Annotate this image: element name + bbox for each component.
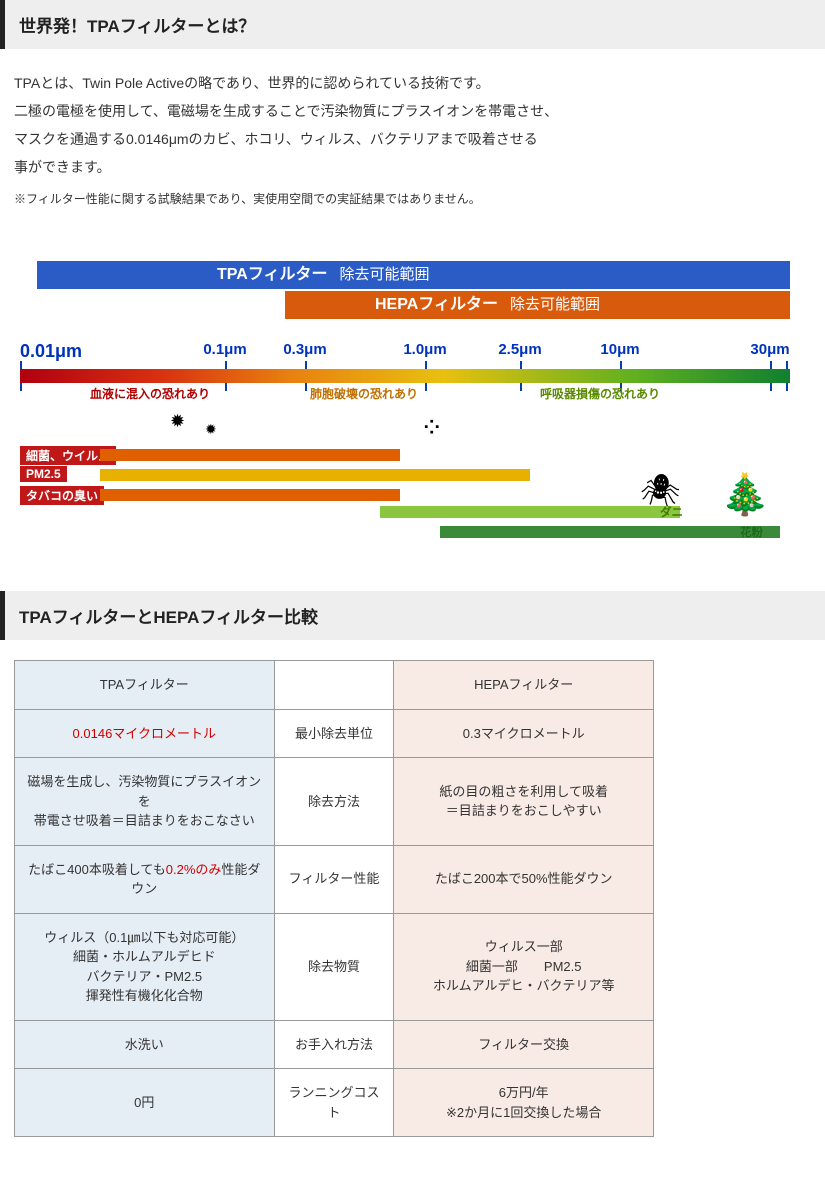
category-range-bar: [100, 469, 530, 481]
intro-text-block: TPAとは、Twin Pole Activeの略であり、世界的に認められている技…: [0, 49, 825, 221]
comparison-table-wrap: TPAフィルターHEPAフィルター0.0146マイクロメートル最小除去単位0.3…: [0, 640, 825, 1197]
table-cell: 最小除去単位: [274, 709, 394, 758]
table-row: 0円ランニングコスト6万円/年※2か月に1回交換した場合: [15, 1069, 654, 1137]
scale-tick: 1.0μm: [403, 341, 446, 358]
table-cell: HEPAフィルター: [394, 661, 654, 710]
table-cell: ウィルス一部細菌一部 PM2.5ホルムアルデヒ・バクテリア等: [394, 913, 654, 1020]
particle-size-spectrum: [20, 369, 790, 383]
particle-icon: 🕷: [640, 471, 681, 509]
intro-p4: 事ができます。: [14, 153, 811, 181]
intro-p2: 二極の電極を使用して、電磁場を生成することで汚染物質にプラスイオンを帯電させ、: [14, 97, 811, 125]
table-cell: 磁場を生成し、汚染物質にプラスイオンを帯電させ吸着＝目詰まりをおこなさい: [15, 758, 275, 846]
intro-p3: マスクを通過する0.0146μmのカビ、ホコリ、ウィルス、バクテリアまで吸着させ…: [14, 125, 811, 153]
table-cell: 0.0146マイクロメートル: [15, 709, 275, 758]
table-cell: たばこ400本吸着しても0.2%のみ性能ダウン: [15, 845, 275, 913]
risk-label: 肺胞破壊の恐れあり: [310, 385, 418, 402]
table-cell: ウィルス（0.1㎛以下も対応可能）細菌・ホルムアルデヒドバクテリア・PM2.5揮…: [15, 913, 275, 1020]
comparison-table: TPAフィルターHEPAフィルター0.0146マイクロメートル最小除去単位0.3…: [14, 660, 654, 1137]
particle-icon: ✹: [170, 411, 185, 432]
table-cell: 除去物質: [274, 913, 394, 1020]
hepa-range-bar: HEPAフィルター除去可能範囲: [285, 291, 790, 319]
category-range-bar: [440, 526, 780, 538]
table-cell: フィルター交換: [394, 1020, 654, 1069]
tpa-range-bar: TPAフィルター除去可能範囲: [37, 261, 790, 289]
table-cell: フィルター性能: [274, 845, 394, 913]
scale-tick: 2.5μm: [498, 341, 541, 358]
table-row: TPAフィルター HEPAフィルター: [15, 661, 654, 710]
table-row: ウィルス（0.1㎛以下も対応可能）細菌・ホルムアルデヒドバクテリア・PM2.5揮…: [15, 913, 654, 1020]
table-cell: たばこ200本で50%性能ダウン: [394, 845, 654, 913]
category-range-bar: [100, 449, 400, 461]
table-cell: 6万円/年※2か月に1回交換した場合: [394, 1069, 654, 1137]
table-row: 水洗いお手入れ方法フィルター交換: [15, 1020, 654, 1069]
scale-tick: 0.01μm: [20, 341, 82, 362]
table-cell: 0.3マイクロメートル: [394, 709, 654, 758]
table-cell: [274, 661, 394, 710]
table-row: 0.0146マイクロメートル最小除去単位0.3マイクロメートル: [15, 709, 654, 758]
table-cell: 紙の目の粗さを利用して吸着＝目詰まりをおこしやすい: [394, 758, 654, 846]
category-label: 花粉: [740, 524, 763, 540]
table-cell: お手入れ方法: [274, 1020, 394, 1069]
scale-tick: 0.1μm: [203, 341, 246, 358]
scale-tick: 10μm: [600, 341, 639, 358]
table-cell: 0円: [15, 1069, 275, 1137]
table-row: たばこ400本吸着しても0.2%のみ性能ダウンフィルター性能たばこ200本で50…: [15, 845, 654, 913]
section1-header: 世界発！TPAフィルターとは？: [0, 0, 825, 49]
category-range-bar: [100, 489, 400, 501]
filter-range-chart: TPAフィルター除去可能範囲HEPAフィルター除去可能範囲 0.01μm 0.1μm…: [0, 221, 825, 591]
particle-icon: ⁘: [420, 411, 443, 444]
table-cell: TPAフィルター: [15, 661, 275, 710]
category-label: タバコの臭い: [20, 486, 104, 505]
scale-tick: 0.3μm: [283, 341, 326, 358]
intro-p1: TPAとは、Twin Pole Activeの略であり、世界的に認められている技…: [14, 69, 811, 97]
category-label: PM2.5: [20, 466, 67, 482]
risk-label: 呼吸器損傷の恐れあり: [540, 385, 660, 402]
section2-header: TPAフィルターとHEPAフィルター比較: [0, 591, 825, 640]
intro-note: ※フィルター性能に関する試験結果であり、実使用空間での実証結果ではありません。: [14, 187, 811, 211]
category-range-bar: [380, 506, 680, 518]
table-cell: 水洗い: [15, 1020, 275, 1069]
particle-icon: 🎄: [720, 471, 770, 518]
table-cell: 除去方法: [274, 758, 394, 846]
scale-tick: 30μm: [750, 341, 789, 358]
particle-icon: ✹: [205, 421, 217, 438]
table-cell: ランニングコスト: [274, 1069, 394, 1137]
table-row: 磁場を生成し、汚染物質にプラスイオンを帯電させ吸着＝目詰まりをおこなさい除去方法…: [15, 758, 654, 846]
risk-label: 血液に混入の恐れあり: [90, 385, 210, 402]
